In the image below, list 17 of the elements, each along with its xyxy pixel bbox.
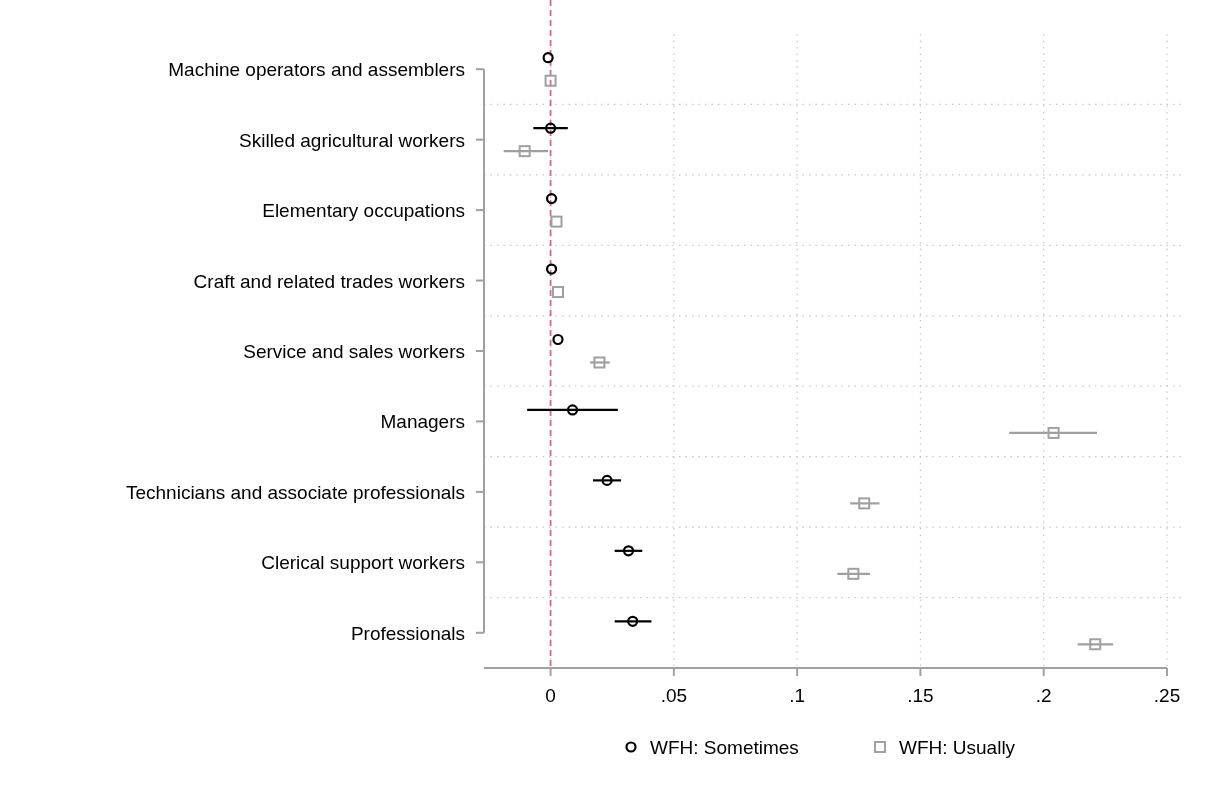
x-tick-label: .15 bbox=[907, 685, 934, 706]
x-tick-label: .1 bbox=[789, 685, 806, 706]
x-tick-label: .25 bbox=[1153, 685, 1181, 706]
y-tick-label: Elementary occupations bbox=[262, 200, 465, 222]
x-tick-label: 0 bbox=[545, 685, 556, 706]
y-tick-label: Craft and related trades workers bbox=[193, 270, 465, 292]
y-tick-label: Professionals bbox=[350, 622, 465, 644]
y-tick-label: Machine operators and assemblers bbox=[168, 59, 465, 81]
x-tick-label: .05 bbox=[660, 685, 688, 706]
y-tick-label: Clerical support workers bbox=[261, 552, 465, 574]
legend-label: WFH: Sometimes bbox=[650, 737, 799, 758]
y-tick-label: Skilled agricultural workers bbox=[239, 129, 465, 151]
y-tick-label: Technicians and associate professionals bbox=[125, 481, 465, 503]
y-tick-label: Service and sales workers bbox=[243, 341, 465, 362]
x-tick-label: .2 bbox=[1035, 685, 1052, 706]
legend-label: WFH: Usually bbox=[899, 737, 1016, 758]
y-tick-label: Managers bbox=[380, 411, 465, 433]
